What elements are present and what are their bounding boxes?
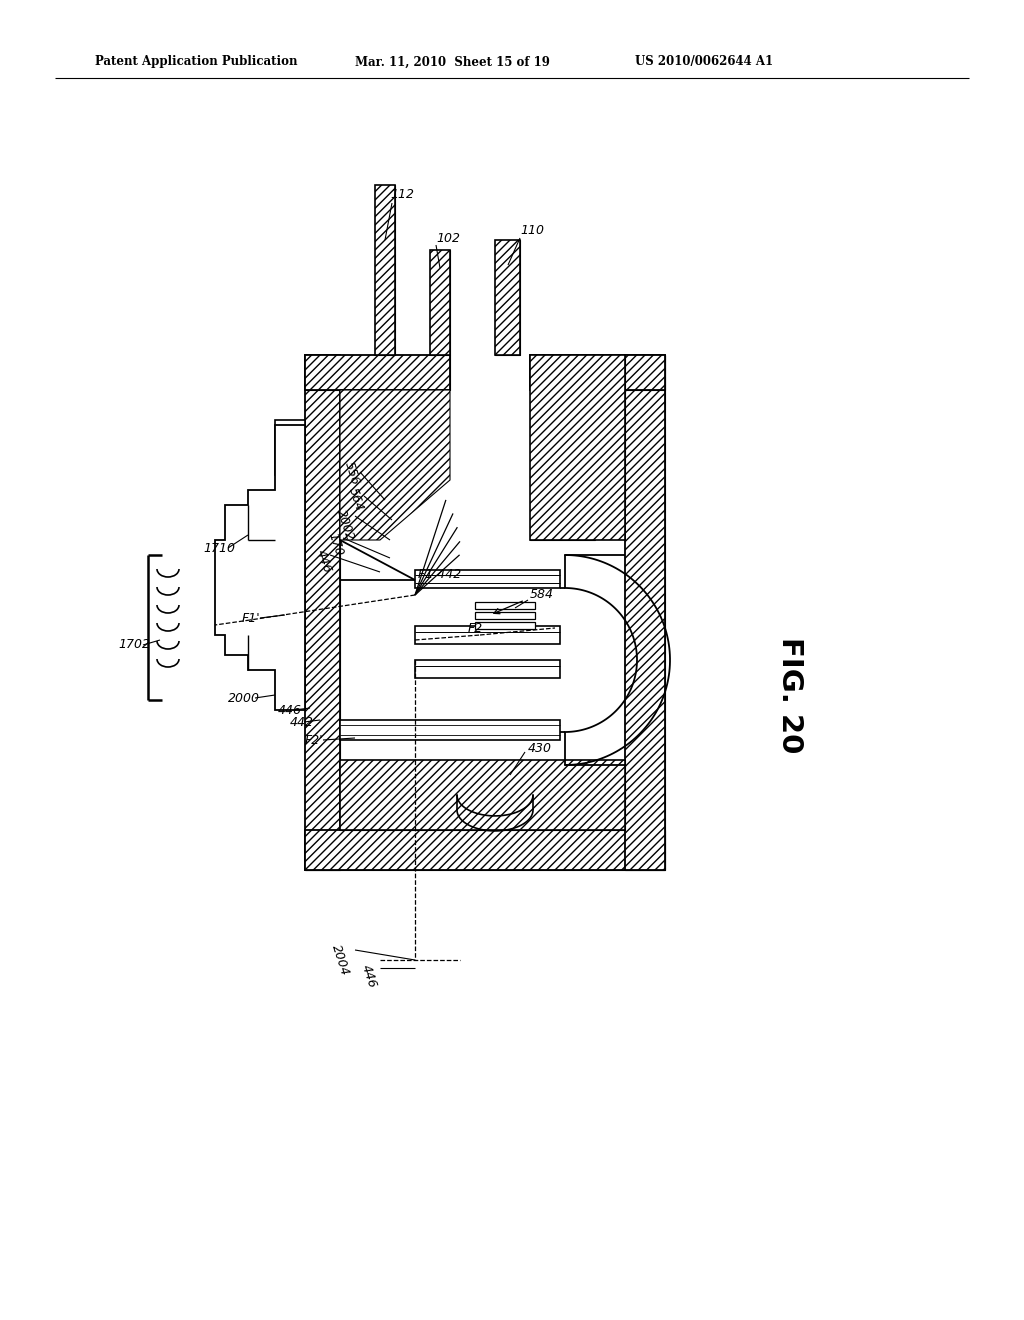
Bar (305, 830, 665, 870)
Bar (375, 185, 395, 355)
Text: 112: 112 (390, 189, 414, 202)
Text: 556: 556 (342, 459, 361, 487)
Bar (340, 719, 560, 741)
Polygon shape (625, 355, 665, 870)
Bar (305, 355, 450, 389)
Text: 564: 564 (346, 486, 366, 513)
Bar (475, 622, 535, 630)
Text: 110: 110 (520, 223, 544, 236)
Text: FIG. 20: FIG. 20 (776, 636, 804, 754)
Text: F2: F2 (468, 622, 483, 635)
Text: 2004: 2004 (329, 942, 351, 977)
Polygon shape (305, 355, 340, 870)
Text: 102: 102 (436, 231, 460, 244)
Text: 446: 446 (358, 964, 379, 990)
Bar (415, 660, 560, 678)
Text: 2002: 2002 (334, 508, 356, 543)
Text: 584: 584 (530, 589, 554, 602)
Bar (495, 240, 520, 355)
Text: 446: 446 (278, 704, 302, 717)
Bar (475, 612, 535, 619)
Bar (275, 420, 305, 475)
Text: F1 442: F1 442 (418, 569, 461, 582)
Polygon shape (530, 355, 665, 389)
Text: 1702: 1702 (118, 639, 150, 652)
Bar (430, 249, 450, 355)
Bar (340, 760, 625, 830)
Polygon shape (340, 389, 450, 540)
Text: 2000: 2000 (228, 692, 260, 705)
Bar (415, 570, 560, 587)
Text: 1710: 1710 (203, 541, 234, 554)
Polygon shape (340, 760, 625, 830)
Bar (415, 626, 560, 644)
Polygon shape (305, 830, 665, 870)
Text: F1': F1' (242, 611, 261, 624)
Text: 442: 442 (290, 715, 314, 729)
Polygon shape (215, 425, 305, 710)
Text: 170: 170 (326, 531, 345, 558)
Polygon shape (530, 355, 625, 540)
Text: 446: 446 (313, 548, 334, 574)
Polygon shape (305, 355, 450, 389)
Text: Patent Application Publication: Patent Application Publication (95, 55, 298, 69)
Bar (625, 355, 665, 870)
Bar (530, 355, 625, 540)
Bar (530, 355, 665, 389)
Bar (475, 602, 535, 609)
Bar (305, 355, 340, 870)
Polygon shape (495, 240, 520, 355)
Text: 430: 430 (528, 742, 552, 755)
Polygon shape (430, 249, 450, 355)
Polygon shape (375, 185, 395, 355)
Text: Mar. 11, 2010  Sheet 15 of 19: Mar. 11, 2010 Sheet 15 of 19 (355, 55, 550, 69)
Text: US 2010/0062644 A1: US 2010/0062644 A1 (635, 55, 773, 69)
Text: F2': F2' (305, 734, 324, 747)
